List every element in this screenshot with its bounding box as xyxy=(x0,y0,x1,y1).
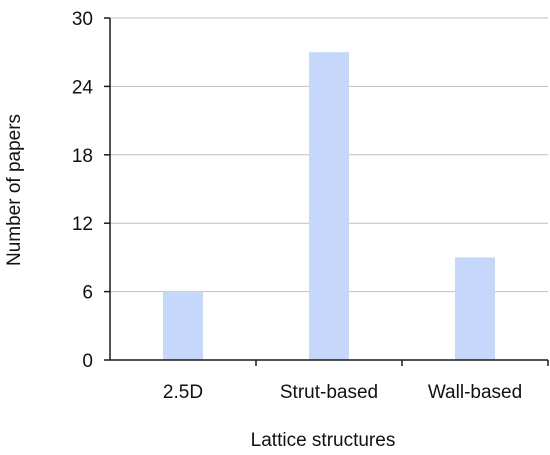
bar-wall-based xyxy=(455,257,495,360)
bar-2-5d xyxy=(163,291,203,360)
x-axis-title: Lattice structures xyxy=(251,430,396,451)
x-tick-label-strut-based: Strut-based xyxy=(280,382,378,403)
y-tick-label-12: 12 xyxy=(72,214,93,235)
y-tick-label-6: 6 xyxy=(82,283,93,304)
x-tick-labels: 2.5D Strut-based Wall-based xyxy=(163,382,522,403)
bars xyxy=(163,52,495,360)
y-tick-label-18: 18 xyxy=(72,146,93,167)
y-tick-label-30: 30 xyxy=(72,9,93,30)
x-tick-label-wall-based: Wall-based xyxy=(428,382,522,403)
y-tick-labels: 0 6 12 18 24 30 xyxy=(72,9,94,372)
y-axis-title: Number of papers xyxy=(4,114,25,266)
x-tick-label-2-5d: 2.5D xyxy=(163,382,203,403)
y-tick-label-24: 24 xyxy=(72,77,94,98)
axes xyxy=(104,17,549,366)
y-tick-label-0: 0 xyxy=(82,351,93,372)
bar-strut-based xyxy=(309,52,349,360)
